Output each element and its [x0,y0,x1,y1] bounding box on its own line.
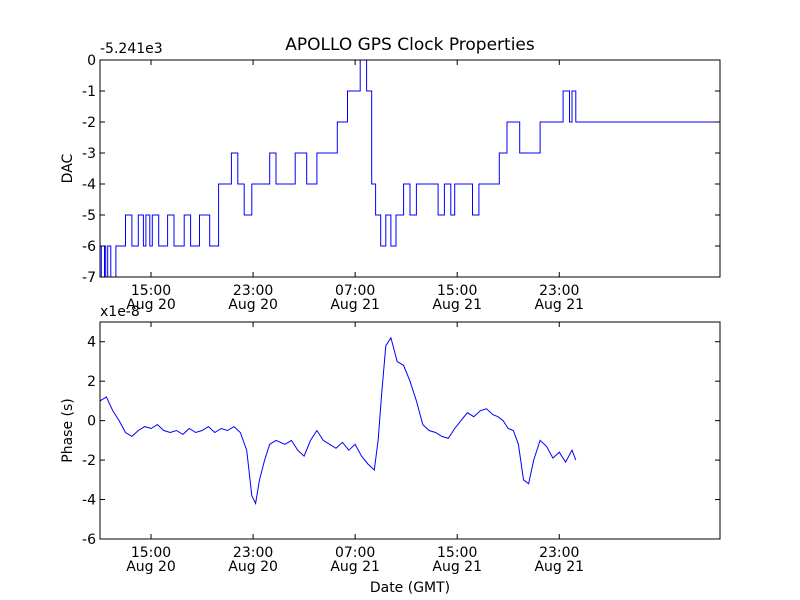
phase-y-tick-label: -2 [82,453,96,469]
dac-offset-text: -5.241e3 [100,41,163,57]
dac-x-tick-time-label: 07:00 [335,283,375,299]
dac-x-tick-time-label: 15:00 [131,283,171,299]
phase-x-tick-date-label: Aug 21 [330,559,380,575]
phase-x-tick-time-label: 15:00 [131,545,171,561]
phase-x-tick-date-label: Aug 20 [126,559,176,575]
phase-axes-frame [99,321,721,540]
dac-y-tick-label: -5 [82,208,96,224]
dac-y-tick-label: -3 [82,146,96,162]
phase-y-axis-label: Phase (s) [60,398,76,462]
dac-x-tick-date-label: Aug 20 [228,297,278,313]
dac-x-tick-date-label: Aug 21 [534,297,584,313]
dac-y-axis-label: DAC [60,153,76,183]
dac-y-tick-label: -4 [82,177,96,193]
dac-x-tick-time-label: 23:00 [539,283,579,299]
dac-x-tick-time-label: 15:00 [437,283,477,299]
chart-title: APOLLO GPS Clock Properties [285,35,535,55]
phase-x-tick-date-label: Aug 21 [432,559,482,575]
dac-x-tick-date-label: Aug 21 [330,297,380,313]
phase-y-tick-label: 0 [87,414,96,430]
x-axis-label: Date (GMT) [370,580,450,596]
phase-series-line [99,336,577,506]
dac-series-line [100,59,720,278]
phase-y-tick-label: -4 [82,493,96,509]
phase-x-tick-time-label: 15:00 [437,545,477,561]
dac-y-tick-label: -6 [82,239,96,255]
dac-y-tick-label: 0 [87,53,96,69]
dac-x-tick-date-label: Aug 21 [432,297,482,313]
dac-y-tick-label: -2 [82,115,96,131]
phase-x-tick-time-label: 07:00 [335,545,375,561]
dac-x-tick-date-label: Aug 20 [126,297,176,313]
dac-y-tick-label: -7 [82,270,96,286]
phase-offset-text: x1e-8 [100,304,140,320]
phase-x-tick-date-label: Aug 20 [228,559,278,575]
dac-axes-frame [99,59,721,278]
phase-x-tick-time-label: 23:00 [233,545,273,561]
phase-y-tick-label: -6 [82,532,96,548]
phase-x-tick-time-label: 23:00 [539,545,579,561]
dac-x-tick-time-label: 23:00 [233,283,273,299]
dac-y-tick-label: -1 [82,84,96,100]
phase-y-tick-label: 4 [87,335,96,351]
phase-y-tick-label: 2 [87,374,96,390]
phase-x-tick-date-label: Aug 21 [534,559,584,575]
